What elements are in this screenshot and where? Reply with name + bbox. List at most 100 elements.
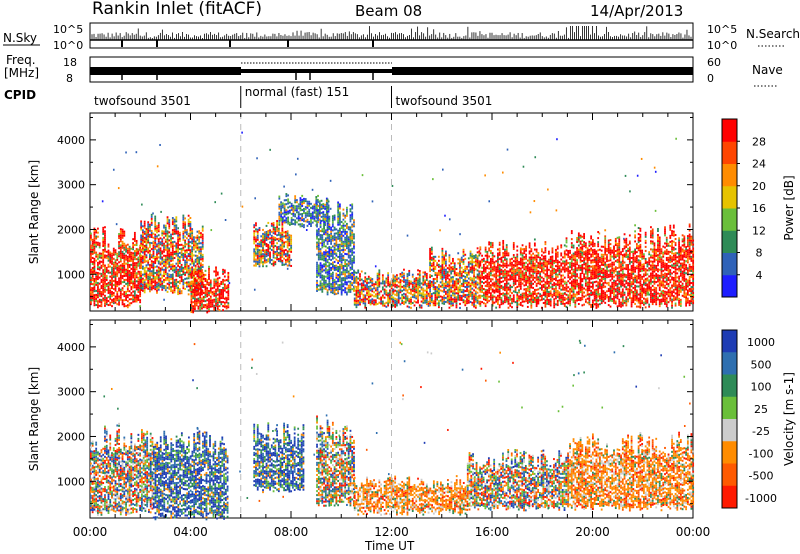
data-cell [340, 289, 343, 292]
data-cell [318, 208, 321, 211]
data-cell [392, 298, 395, 301]
data-cell [211, 293, 214, 296]
data-cell [349, 284, 352, 287]
data-cell [218, 288, 221, 291]
data-cell [256, 248, 259, 251]
data-cell [119, 230, 122, 233]
data-cell [445, 296, 447, 299]
data-cell [154, 265, 157, 268]
data-cell [102, 299, 105, 302]
data-cell [109, 293, 112, 296]
data-cell [157, 280, 160, 283]
data-cell [349, 242, 352, 245]
data-cell [194, 306, 196, 309]
data-cell [396, 294, 398, 297]
data-cell [154, 261, 157, 264]
data-cell [489, 284, 492, 287]
data-cell [168, 257, 171, 260]
data-cell [308, 202, 311, 205]
data-cell [196, 275, 199, 278]
data-cell [171, 251, 174, 254]
data-cell [185, 251, 188, 254]
data-cell [441, 247, 444, 250]
data-cell [301, 200, 304, 203]
data-cell [349, 226, 352, 229]
data-cell [202, 285, 205, 288]
data-cell [143, 283, 146, 286]
data-cell [374, 301, 377, 304]
data-cell [195, 294, 198, 297]
data-cell [196, 234, 199, 237]
data-cell [218, 297, 221, 300]
data-cell [199, 288, 202, 291]
data-cell [114, 297, 117, 300]
data-cell [255, 236, 257, 239]
data-cell [182, 230, 185, 233]
data-cell [126, 306, 129, 309]
data-cell [320, 215, 323, 218]
data-cell [154, 286, 157, 289]
data-cell [486, 299, 489, 302]
data-cell [126, 265, 129, 268]
data-cell [284, 261, 287, 264]
data-cell [489, 274, 492, 277]
data-cell [347, 252, 350, 255]
data-cell [111, 291, 113, 294]
data-cell [196, 269, 199, 272]
data-cell [190, 282, 193, 285]
data-cell [154, 241, 157, 244]
data-cell [98, 260, 101, 263]
data-cell [353, 297, 356, 300]
data-cell [304, 220, 307, 223]
data-cell [292, 218, 295, 221]
data-cell [137, 262, 140, 265]
data-cell [340, 249, 343, 252]
data-cell [126, 300, 129, 303]
data-cell [137, 250, 140, 253]
data-cell [147, 267, 150, 270]
data-cell [260, 245, 263, 248]
data-cell [281, 220, 284, 223]
data-cell [340, 293, 343, 296]
data-cell [323, 255, 325, 258]
data-cell [218, 301, 221, 304]
data-cell [121, 289, 124, 292]
data-cell [255, 230, 257, 233]
data-cell [425, 303, 428, 306]
data-cell [378, 271, 381, 274]
data-cell [316, 279, 318, 282]
data-cell [97, 292, 99, 295]
data-cell [331, 225, 334, 228]
data-cell [152, 244, 155, 247]
data-cell [290, 223, 293, 226]
data-cell [187, 214, 190, 217]
data-cell [493, 289, 496, 292]
data-cell [429, 276, 431, 279]
data-cell [459, 288, 461, 291]
data-cell [116, 291, 119, 294]
data-cell [149, 274, 151, 277]
data-cell [156, 287, 158, 290]
data-cell [90, 260, 92, 263]
data-cell [328, 274, 331, 277]
data-cell [281, 221, 284, 224]
data-cell [310, 218, 312, 221]
data-cell [201, 245, 204, 248]
data-cell [486, 273, 489, 276]
data-cell [413, 292, 416, 295]
data-cell [152, 273, 155, 276]
data-cell [93, 251, 96, 254]
data-cell [344, 224, 347, 227]
data-cell [196, 248, 199, 251]
data-cell [260, 251, 263, 254]
data-cell [321, 240, 324, 243]
data-cell [484, 262, 487, 265]
data-cell [154, 245, 157, 248]
data-cell [150, 274, 153, 277]
data-cell [161, 242, 164, 245]
data-cell [145, 286, 148, 289]
data-cell [427, 292, 430, 295]
data-cell [216, 281, 219, 284]
data-cell [265, 255, 268, 258]
data-cell [104, 290, 106, 293]
